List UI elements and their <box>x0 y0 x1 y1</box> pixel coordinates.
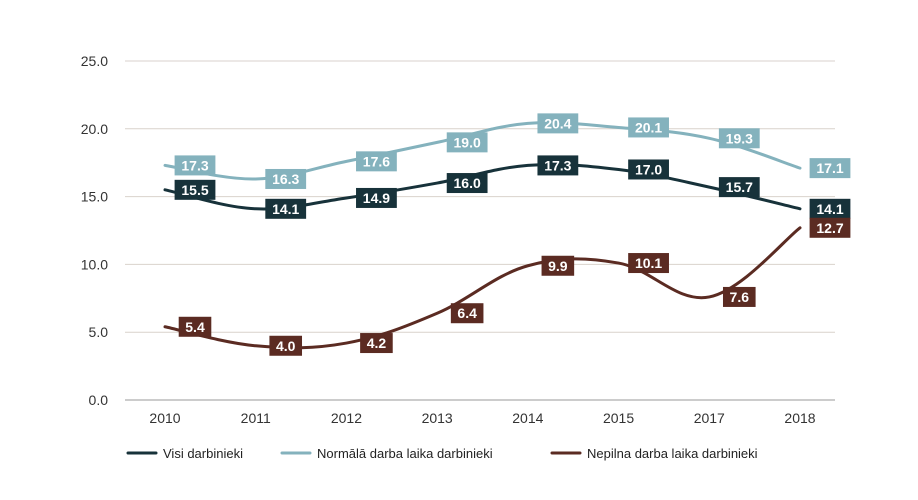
data-label: 4.0 <box>276 338 296 354</box>
legend-entry: Visi darbinieki <box>163 446 243 461</box>
data-label-box <box>265 198 307 219</box>
data-label-box <box>718 177 760 198</box>
x-tick-label: 2018 <box>784 410 815 426</box>
data-label: 4.2 <box>367 335 387 351</box>
x-tick-label: 2012 <box>331 410 362 426</box>
x-tick-label: 2014 <box>512 410 543 426</box>
y-tick-label: 15.0 <box>81 189 108 205</box>
y-tick-label: 20.0 <box>81 121 108 137</box>
data-label-box <box>360 333 393 354</box>
data-label: 17.3 <box>181 157 208 173</box>
data-label: 5.4 <box>185 319 205 335</box>
series-line-0 <box>163 162 802 211</box>
x-axis-tick-labels: 2010 2011 2012 2013 2014 2015 2017 2018 <box>149 410 815 426</box>
legend-entry: Nepilna darba laika darbinieki <box>587 446 758 461</box>
data-label: 17.6 <box>363 153 390 169</box>
data-label: 10.1 <box>635 255 662 271</box>
y-tick-label: 25.0 <box>81 53 108 69</box>
data-label-box <box>446 132 488 153</box>
legend-entry: Normālā darba laika darbinieki <box>317 446 493 461</box>
data-label: 15.5 <box>181 182 208 198</box>
data-label-box <box>722 286 756 307</box>
data-label: 19.0 <box>454 134 481 150</box>
data-label: 16.0 <box>454 175 481 191</box>
data-label-box <box>809 158 851 179</box>
data-label: 14.9 <box>363 190 390 206</box>
data-label: 14.1 <box>272 201 299 217</box>
data-label: 15.7 <box>726 179 753 195</box>
y-tick-label: 10.0 <box>81 256 108 272</box>
data-label-box <box>356 187 397 208</box>
y-tick-label: 0.0 <box>89 392 109 408</box>
data-label: 17.3 <box>544 157 571 173</box>
grid-lines <box>125 60 835 401</box>
x-tick-label: 2010 <box>149 410 180 426</box>
data-label-box <box>628 117 669 138</box>
data-labels: 15.5 14.1 14.9 16.0 17.3 17.0 15.7 14.1 17.3 16.3… <box>174 113 851 356</box>
x-tick-label: 2013 <box>422 410 453 426</box>
data-label: 14.1 <box>816 201 843 217</box>
data-label: 16.3 <box>272 171 299 187</box>
y-tick-label: 5.0 <box>89 324 109 340</box>
data-label-box <box>265 168 307 189</box>
data-label: 9.9 <box>548 258 568 274</box>
data-label-box <box>537 155 579 176</box>
data-label-box <box>718 128 760 149</box>
data-label: 20.4 <box>544 115 571 131</box>
data-label: 20.1 <box>635 119 662 135</box>
data-label-box <box>178 316 212 337</box>
series-line-1 <box>163 121 802 181</box>
y-axis-tick-labels: 0.0 5.0 10.0 15.0 20.0 25.0 <box>81 53 108 408</box>
data-label-box <box>446 173 488 194</box>
data-label-box <box>809 198 851 219</box>
data-label: 17.1 <box>816 160 843 176</box>
data-label: 19.3 <box>726 130 753 146</box>
x-tick-label: 2017 <box>694 410 725 426</box>
data-label-box <box>174 155 216 176</box>
data-label: 7.6 <box>730 289 750 305</box>
data-label: 12.7 <box>816 220 843 236</box>
data-label-box <box>174 179 216 200</box>
data-label-box <box>269 335 303 356</box>
data-label-box <box>541 255 575 276</box>
data-label-box <box>628 253 669 274</box>
series-line-2 <box>163 226 802 350</box>
data-label-box <box>628 159 669 180</box>
x-tick-label: 2015 <box>603 410 634 426</box>
data-label: 17.0 <box>635 161 662 177</box>
data-label: 6.4 <box>457 305 477 321</box>
x-tick-label: 2011 <box>241 410 271 426</box>
data-label-box <box>809 217 851 238</box>
data-label-box <box>537 113 579 134</box>
legend: Visi darbinieki Normālā darba laika darbi… <box>126 446 758 461</box>
data-label-box <box>356 151 397 172</box>
data-label-box <box>450 303 484 324</box>
